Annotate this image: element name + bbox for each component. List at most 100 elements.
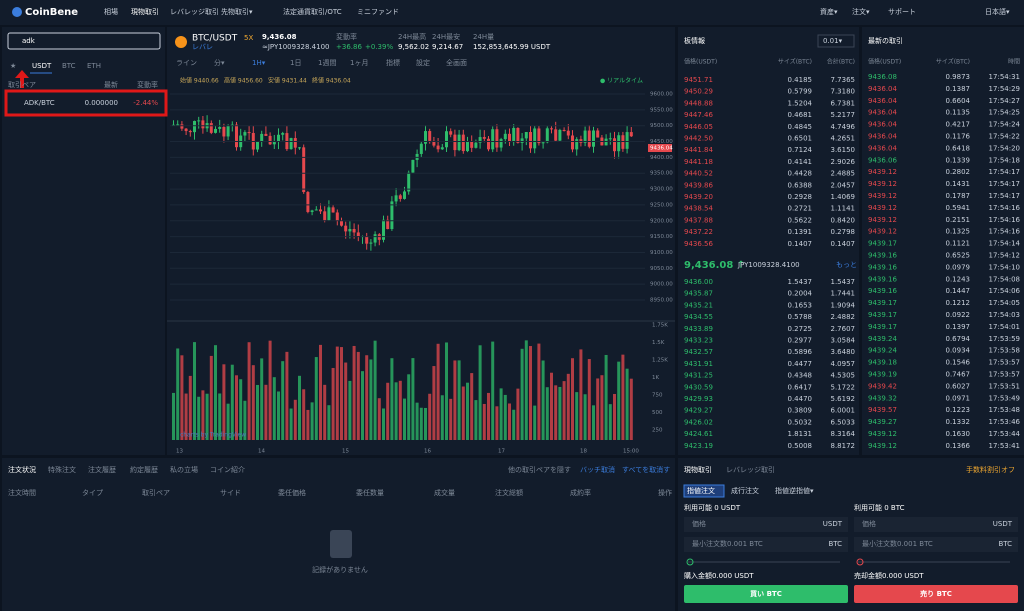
trade-tab[interactable]: 現物取引 [684,465,712,474]
candle-body [583,130,587,143]
precision-select[interactable] [817,34,855,48]
bid-cell: 0.2725 [788,325,813,333]
trade-cell: 17:53:59 [989,335,1020,343]
volume-bar [268,340,272,440]
column-header: 成約率 [570,488,591,497]
orders-tab[interactable]: 特殊注文 [48,465,76,474]
nav-link[interactable]: 相場 [104,7,118,16]
volume-bar [512,409,516,440]
submit-button[interactable]: 買い BTC [749,589,782,598]
nav-link[interactable]: 現物取引 [131,7,159,16]
column-header: 時間 [1008,58,1020,66]
trade-cell: 0.6604 [946,97,971,105]
chart-tool[interactable]: 1ヶ月 [350,59,368,67]
trade-cell: 17:53:49 [989,394,1020,402]
sell-button[interactable] [854,585,1018,603]
candle-body [331,207,335,213]
search-box[interactable] [7,32,161,50]
trade-cell: 17:54:27 [989,97,1020,105]
orders-tab[interactable]: 注文状況 [8,465,36,474]
nav-link[interactable]: 法定通貨取引/OTC [283,7,342,16]
candle-body [188,131,192,133]
ask-cell: 9440.52 [684,170,713,178]
nav-link[interactable]: サポート [888,8,916,16]
input[interactable] [854,537,1018,552]
chart-tool[interactable]: 設定 [416,58,430,67]
nav-link[interactable]: 資産▾ [820,7,838,16]
order-type[interactable]: 指値注文 [687,486,715,495]
trade-cell: 0.6794 [946,335,971,343]
ask-cell: 0.1391 [788,228,813,236]
time-tick: 14 [258,449,265,455]
more-link[interactable]: もっと [836,261,857,269]
nav-link[interactable]: 注文▾ [852,7,870,16]
ask-cell: 9439.86 [684,181,713,189]
trade-cell: 0.1787 [946,192,971,200]
chart-tool[interactable]: 分▾ [214,58,225,67]
market-tab[interactable]: ETH [87,62,101,70]
nav-link[interactable]: 先物取引▾ [221,7,253,16]
trade-cell: 9439.12 [868,192,897,200]
ask-cell: 9450.29 [684,88,713,96]
candle-body [373,234,377,243]
cancel-all[interactable]: すべてを取消す [622,465,670,474]
orders-tab[interactable]: 私の立場 [170,465,198,474]
trades-panel [862,27,1024,455]
volume-bar [222,364,226,440]
trade-tab[interactable]: レバレッジ取引 [726,465,775,474]
trade-cell: 17:53:57 [989,359,1020,367]
market-tab[interactable]: ★ [10,62,16,70]
order-type[interactable]: 成行注文 [731,486,759,495]
hide-checkbox[interactable]: 他の取引ペアを隠す [508,465,571,474]
nav-link[interactable]: レバレッジ取引 [170,7,219,16]
chart-tool[interactable]: 1日 [290,59,301,67]
slider-knob[interactable] [856,558,864,566]
volume-bar [533,405,537,440]
market-tab[interactable]: BTC [62,62,76,70]
input[interactable] [684,517,848,532]
volume-bar [172,392,175,440]
orders-tab[interactable]: コイン紹介 [210,465,245,474]
candle-body [256,141,259,150]
volume-bar [256,384,259,440]
trade-cell: 17:54:17 [989,192,1020,200]
orders-tab[interactable]: 約定履歴 [130,465,158,474]
candle-body [554,129,558,141]
ask-cell: 0.2798 [831,228,856,236]
volume-bar [377,398,381,440]
market-tab[interactable]: USDT [32,62,52,70]
trade-cell: 17:54:16 [989,228,1021,236]
chart-tool[interactable]: 1週間 [318,58,336,67]
chart-tool[interactable]: 1H▾ [252,59,266,67]
trade-cell: 9439.16 [868,275,897,283]
input[interactable] [684,537,848,552]
ask-cell: 7.3180 [831,88,856,96]
orders-tab[interactable]: 注文履歴 [88,465,116,474]
chart-tool[interactable]: ライン [176,59,197,67]
trade-cell: 9439.12 [868,204,897,212]
nav-link[interactable]: ミニファンド [357,8,399,16]
volume-bar [306,409,310,440]
pair-name[interactable]: ADK/BTC [24,99,55,107]
precision-select[interactable]: 0.01▾ [823,37,843,45]
candle-body [575,139,579,150]
available: 利用可能 0 USDT [684,503,741,512]
leverage-link[interactable]: レバレ [192,43,213,51]
volume-bar [260,358,264,440]
order-type[interactable]: 指値逆指値▾ [775,486,814,495]
chart-tool[interactable]: 指標 [386,58,400,67]
fee-link[interactable]: 手数料割引オフ [966,465,1015,474]
buy-button[interactable] [684,585,848,603]
volume-bar [571,358,574,440]
slider-knob[interactable] [686,558,694,566]
ask-cell: 9448.88 [684,99,713,107]
batch-cancel[interactable]: バッチ取消 [580,465,615,474]
search-input[interactable]: adk [22,37,36,45]
input[interactable] [854,517,1018,532]
candle-body [419,143,423,154]
submit-button[interactable]: 売り BTC [920,589,952,598]
ask-cell: 2.0457 [831,181,856,189]
chart-tool[interactable]: 全画面 [446,58,467,67]
nav-link[interactable]: 日本語▾ [985,7,1010,16]
candle-body [512,128,516,143]
